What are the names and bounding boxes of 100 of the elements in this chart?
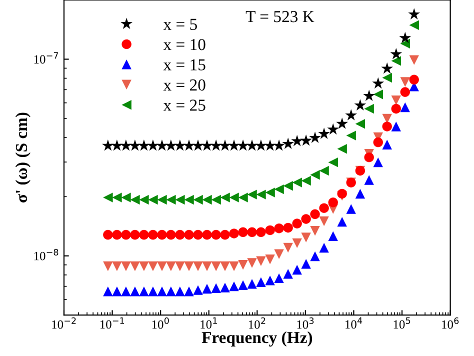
point bbox=[336, 118, 348, 129]
point bbox=[193, 230, 203, 240]
point bbox=[211, 194, 221, 205]
point bbox=[238, 227, 248, 238]
point bbox=[112, 286, 122, 296]
point bbox=[381, 62, 394, 74]
point bbox=[400, 77, 410, 87]
point bbox=[247, 190, 257, 200]
point bbox=[292, 238, 302, 248]
point bbox=[391, 104, 401, 114]
point bbox=[220, 230, 230, 240]
point bbox=[157, 194, 167, 205]
point bbox=[237, 140, 249, 151]
point bbox=[346, 204, 356, 214]
point bbox=[229, 192, 239, 202]
point bbox=[193, 261, 203, 272]
point bbox=[202, 284, 212, 294]
point bbox=[210, 140, 222, 151]
point bbox=[192, 140, 204, 151]
point bbox=[247, 227, 257, 238]
point bbox=[309, 132, 321, 143]
point bbox=[139, 261, 149, 272]
point bbox=[139, 194, 149, 205]
point bbox=[184, 286, 194, 296]
point bbox=[175, 194, 185, 205]
point bbox=[373, 90, 383, 100]
y-tick-label: 10$^{−8}$ bbox=[34, 248, 58, 260]
legend-label: x = 15 bbox=[163, 59, 206, 70]
point bbox=[184, 194, 194, 205]
point bbox=[318, 128, 330, 139]
point bbox=[148, 261, 158, 272]
point bbox=[211, 283, 221, 294]
point bbox=[391, 95, 401, 106]
point bbox=[373, 137, 383, 148]
point bbox=[256, 256, 266, 266]
point bbox=[229, 281, 239, 292]
point bbox=[265, 188, 275, 198]
point bbox=[121, 286, 131, 296]
point bbox=[130, 261, 140, 272]
point bbox=[238, 280, 248, 290]
point bbox=[220, 261, 230, 272]
point bbox=[246, 140, 258, 151]
point bbox=[147, 140, 159, 151]
x-tick-label: 10$^{0}$ bbox=[152, 317, 169, 329]
point bbox=[265, 225, 275, 236]
point bbox=[292, 178, 302, 188]
point bbox=[148, 286, 158, 296]
point bbox=[121, 230, 131, 240]
annotation: T = 523 K bbox=[246, 11, 314, 22]
point bbox=[166, 230, 176, 240]
point bbox=[129, 140, 141, 151]
point bbox=[121, 261, 131, 272]
point bbox=[273, 140, 285, 151]
point bbox=[202, 194, 212, 205]
point bbox=[102, 140, 114, 151]
point bbox=[193, 194, 203, 205]
point bbox=[283, 242, 293, 253]
point bbox=[283, 222, 293, 233]
point bbox=[310, 170, 320, 180]
point bbox=[274, 184, 284, 194]
y-tick-label: 10$^{−7}$ bbox=[34, 52, 58, 64]
point bbox=[157, 230, 167, 240]
x-tick-label: 10$^{1}$ bbox=[200, 317, 217, 329]
x-tick-label: 10$^{5}$ bbox=[394, 317, 410, 329]
legend-label: x = 20 bbox=[163, 79, 206, 91]
point bbox=[238, 192, 248, 202]
point bbox=[103, 261, 113, 272]
point bbox=[409, 20, 419, 30]
point bbox=[112, 261, 122, 272]
x-tick-label: 10$^{2}$ bbox=[248, 317, 266, 329]
point bbox=[391, 56, 401, 66]
point bbox=[148, 230, 158, 240]
point bbox=[319, 166, 329, 176]
point bbox=[175, 261, 185, 272]
point bbox=[363, 90, 376, 102]
point bbox=[247, 279, 257, 289]
point bbox=[310, 226, 320, 236]
point bbox=[112, 192, 122, 202]
point bbox=[183, 140, 195, 151]
point bbox=[120, 140, 132, 151]
point bbox=[211, 230, 221, 240]
point bbox=[202, 230, 212, 240]
point bbox=[264, 140, 276, 151]
point bbox=[148, 194, 158, 205]
point bbox=[175, 230, 185, 240]
point bbox=[364, 175, 374, 185]
legend-label: x = 25 bbox=[163, 100, 206, 111]
point bbox=[139, 286, 149, 296]
point bbox=[408, 8, 420, 20]
point bbox=[166, 194, 176, 205]
point bbox=[111, 140, 123, 151]
point bbox=[390, 48, 402, 60]
point bbox=[282, 138, 294, 149]
point bbox=[382, 140, 392, 150]
point bbox=[291, 134, 304, 146]
point bbox=[409, 74, 419, 85]
point bbox=[202, 261, 212, 272]
x-tick-label: 10$^{6}$ bbox=[442, 317, 459, 329]
point bbox=[103, 192, 113, 202]
point bbox=[103, 286, 113, 296]
